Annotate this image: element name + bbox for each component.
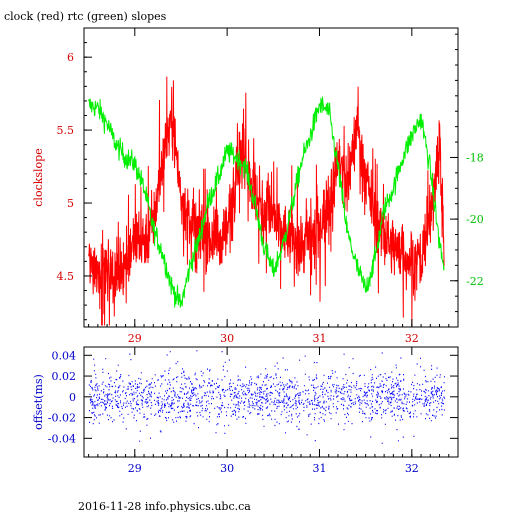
x-tick-label: 31 [312, 332, 326, 345]
footer-credit: 2016-11-28 info.physics.ubc.ca [78, 500, 251, 512]
offset-plot: 29 30 31 32 -0.04 -0.02 0 0.02 0.04 offset(ms) [32, 346, 459, 475]
y-tick-label: -0.02 [48, 412, 76, 425]
y-tick-label: 5 [67, 197, 74, 210]
y-tick-label: 0 [69, 391, 76, 404]
y-tick-label: 6 [67, 51, 74, 64]
offset-points [88, 350, 445, 444]
rtc-trace [88, 96, 445, 308]
y-tick-label: 5.5 [57, 124, 75, 137]
x-tick-label: 29 [128, 462, 142, 475]
y-tick-label: 0.04 [52, 349, 77, 362]
x-tick-label: 30 [220, 462, 234, 475]
y2-tick-label: -22 [466, 275, 484, 288]
slopes-plot: 29 30 31 32 4.5 5 5.5 6 -22 -20 -18 clockslope [32, 27, 484, 345]
y-tick-label: 4.5 [57, 270, 75, 283]
x-tick-label: 31 [312, 462, 326, 475]
clockslope-axis-label: clockslope [32, 148, 45, 206]
x-tick-label: 29 [128, 332, 142, 345]
offset-scatter [88, 350, 445, 444]
x-tick-label: 32 [405, 462, 419, 475]
clock-trace [88, 76, 445, 326]
chart-title: clock (red) rtc (green) slopes [4, 10, 167, 23]
y-tick-label: 0.02 [52, 370, 77, 383]
clock-line [88, 76, 445, 326]
offset-axes: 29 30 31 32 -0.04 -0.02 0 0.02 0.04 [48, 347, 458, 475]
rtc-line [88, 96, 445, 308]
x-tick-label: 32 [405, 332, 419, 345]
slopes-plot-frame [83, 27, 459, 328]
y2-tick-label: -18 [466, 151, 484, 164]
offset-axis-label: offset(ms) [32, 374, 45, 430]
slopes-axes: 29 30 31 32 4.5 5 5.5 6 -22 -20 -18 [57, 28, 484, 345]
offset-plot-frame [83, 346, 459, 458]
x-tick-label: 30 [220, 332, 234, 345]
y-tick-label: -0.04 [48, 432, 76, 445]
y2-tick-label: -20 [466, 213, 484, 226]
